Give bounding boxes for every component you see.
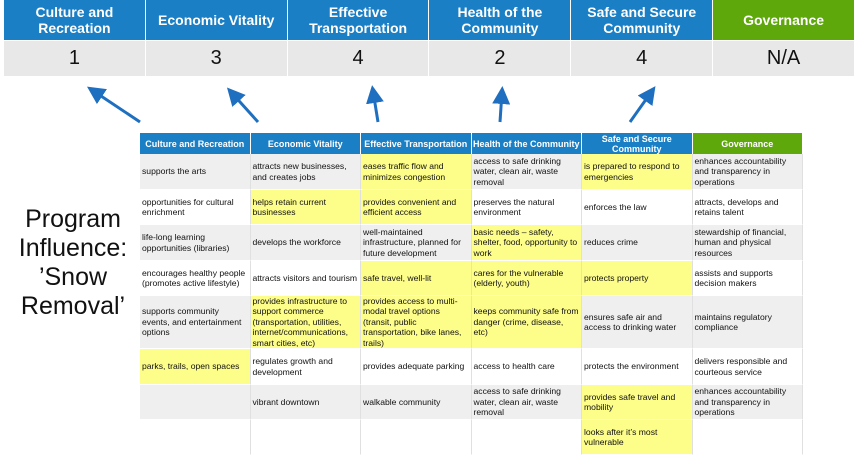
table-cell: basic needs – safety, shelter, food, opp… (471, 225, 582, 261)
influence-table: Culture and Recreation Economic Vitality E… (140, 133, 803, 455)
table-cell: opportunities for cultural enrichment (140, 190, 251, 225)
score-value: 2 (429, 40, 572, 76)
table-header: Safe and Secure Community (582, 133, 693, 154)
table-cell: protects the environment (582, 349, 693, 385)
table-header: Governance (692, 133, 803, 154)
score-value: N/A (713, 40, 855, 76)
table-cell: walkable community (361, 385, 472, 420)
score-header: Economic Vitality (145, 0, 288, 40)
score-value: 4 (571, 40, 714, 76)
table-cell: eases traffic flow and minimizes congest… (361, 154, 472, 190)
table-cell: vibrant downtown (250, 385, 361, 420)
table-cell: enhances accountability and transparency… (692, 385, 803, 420)
table-cell: parks, trails, open spaces (140, 349, 251, 385)
score-header: Health of the Community (429, 0, 572, 40)
table-cell (692, 420, 803, 455)
score-value: 1 (4, 40, 146, 76)
table-cell: attracts, develops and retains talent (692, 190, 803, 225)
table-cell: safe travel, well-lit (361, 261, 472, 296)
table-cell: helps retain current businesses (250, 190, 361, 225)
table-cell: well-maintained infrastructure, planned … (361, 225, 472, 261)
table-cell: maintains regulatory compliance (692, 296, 803, 349)
table-header: Health of the Community (471, 133, 582, 154)
table-cell: access to safe drinking water, clean air… (471, 385, 582, 420)
table-cell: provides adequate parking (361, 349, 472, 385)
arrow-icon (87, 86, 141, 124)
table-cell: access to safe drinking water, clean air… (471, 154, 582, 190)
score-summary: Culture and Recreation 1 Economic Vitality… (4, 0, 855, 76)
table-cell (250, 420, 361, 455)
table-cell: provides infrastructure to support comme… (250, 296, 361, 349)
score-header: Governance (713, 0, 855, 40)
table-cell: access to health care (471, 349, 582, 385)
table-cell (471, 420, 582, 455)
table-cell: provides safe travel and mobility (582, 385, 693, 420)
table-cell: life-long learning opportunities (librar… (140, 225, 251, 261)
score-header: Culture and Recreation (4, 0, 146, 40)
table-cell: preserves the natural environment (471, 190, 582, 225)
arrow-icon (226, 87, 260, 124)
arrow-icon (366, 85, 384, 123)
score-header: Safe and Secure Community (571, 0, 714, 40)
table-cell: enforces the law (582, 190, 693, 225)
score-value: 3 (145, 40, 288, 76)
table-cell: cares for the vulnerable (elderly, youth… (471, 261, 582, 296)
table-cell: develops the workforce (250, 225, 361, 261)
table-cell: enhances accountability and transparency… (692, 154, 803, 190)
table-header: Effective Transportation (361, 133, 472, 154)
table-cell: is prepared to respond to emergencies (582, 154, 693, 190)
table-cell: looks after it’s most vulnerable (582, 420, 693, 455)
table-cell: regulates growth and development (250, 349, 361, 385)
table-cell: provides access to multi-modal travel op… (361, 296, 472, 349)
table-cell (361, 420, 472, 455)
table-cell: delivers responsible and courteous servi… (692, 349, 803, 385)
table-cell: supports the arts (140, 154, 251, 190)
table-header: Economic Vitality (250, 133, 361, 154)
table-header: Culture and Recreation (140, 133, 251, 154)
table-cell: reduces crime (582, 225, 693, 261)
table-cell (140, 420, 251, 455)
table-cell: encourages healthy people (promotes acti… (140, 261, 251, 296)
table-cell: provides convenient and efficient access (361, 190, 472, 225)
table-cell: ensures safe air and access to drinking … (582, 296, 693, 349)
program-influence-title: Program Influence: ’Snow Removal’ (18, 205, 128, 320)
table-cell: assists and supports decision makers (692, 261, 803, 296)
arrow-icon (492, 86, 511, 123)
score-value: 4 (287, 40, 430, 76)
table-cell: stewardship of financial, human and phys… (692, 225, 803, 261)
table-cell: attracts new businesses, and creates job… (250, 154, 361, 190)
table-cell (140, 385, 251, 420)
table-cell: attracts visitors and tourism (250, 261, 361, 296)
arrow-icon (628, 86, 656, 123)
table-cell: supports community events, and entertain… (140, 296, 251, 349)
table-cell: protects property (582, 261, 693, 296)
score-header: Effective Transportation (287, 0, 430, 40)
table-cell: keeps community safe from danger (crime,… (471, 296, 582, 349)
